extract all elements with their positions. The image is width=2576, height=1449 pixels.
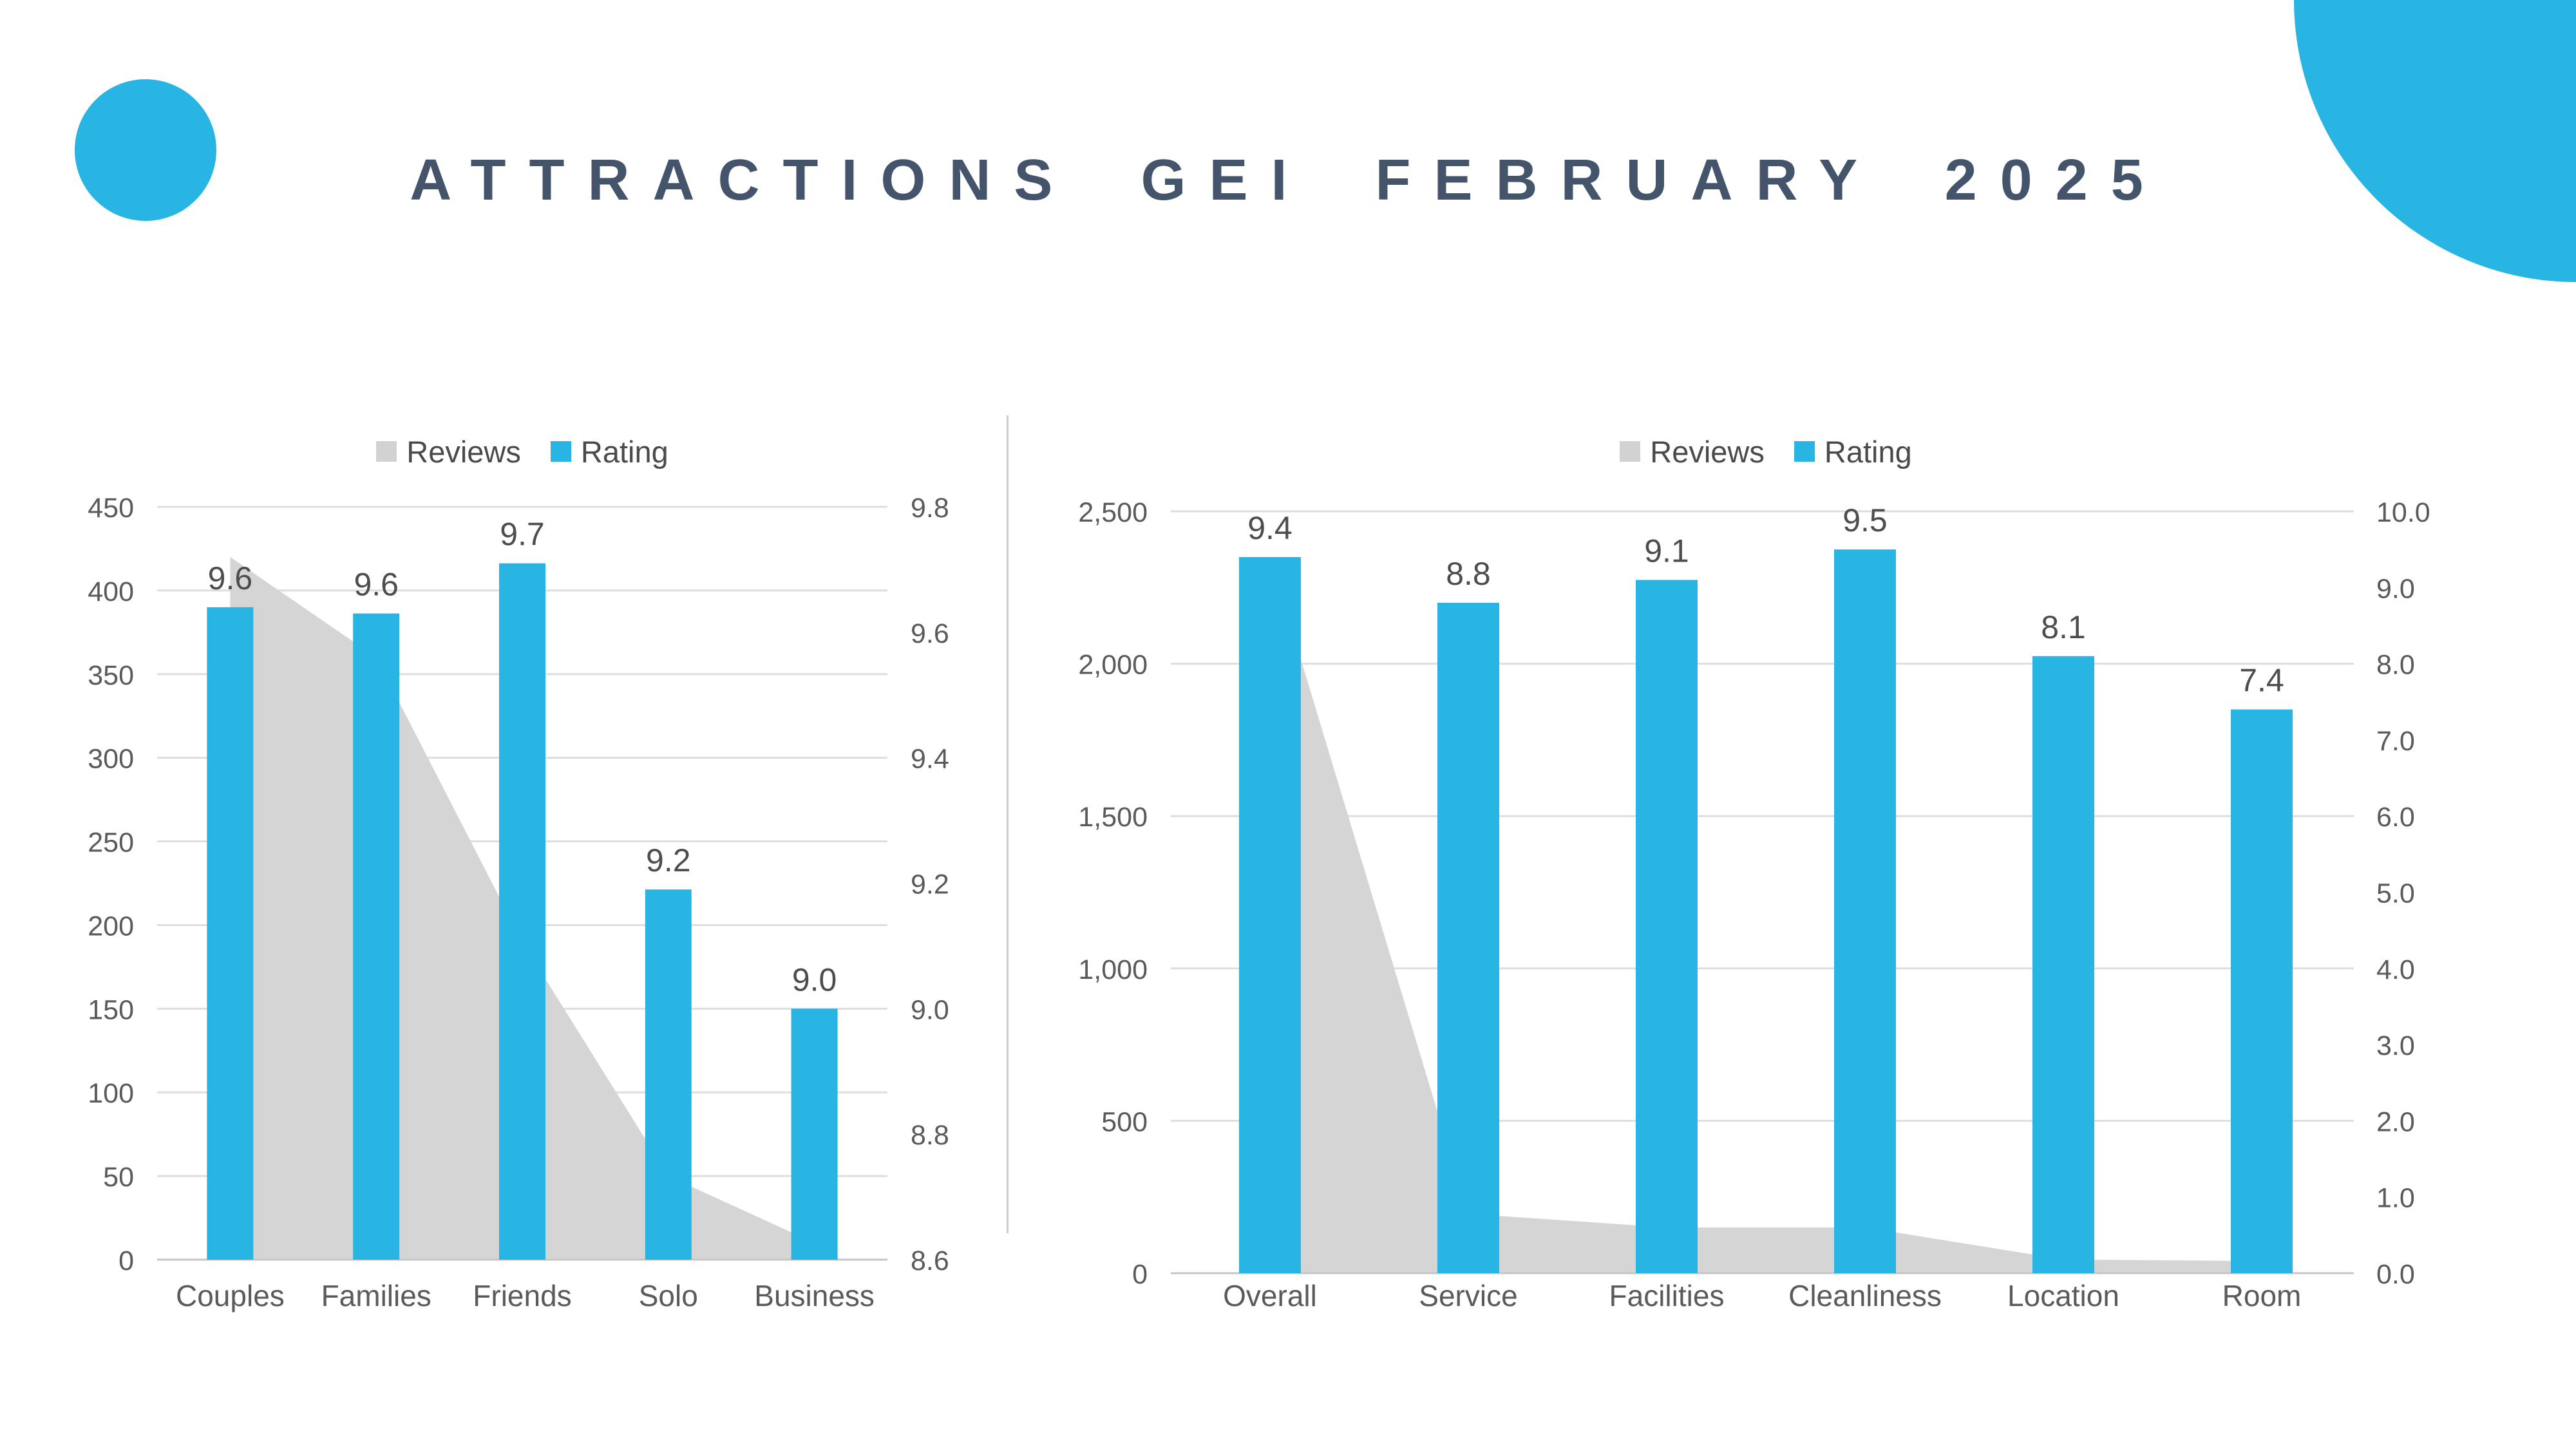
- page-title: ATTRACTIONS GEI FEBRUARY 2025: [410, 148, 2166, 213]
- bar-location: [2032, 656, 2094, 1273]
- bar-couples: [207, 607, 254, 1260]
- legend-item-rating: Rating: [1794, 434, 1912, 469]
- bar-overall: [1239, 557, 1301, 1273]
- y-axis-tick-right: 9.0: [2376, 573, 2415, 604]
- x-axis-label-friends: Friends: [473, 1279, 571, 1312]
- y-axis-tick-right: 2.0: [2376, 1106, 2415, 1137]
- y-axis-tick-right: 9.6: [911, 618, 949, 649]
- y-axis-tick-right: 7.0: [2376, 726, 2415, 757]
- y-axis-tick-left: 350: [88, 660, 134, 691]
- y-axis-tick-left: 300: [88, 744, 134, 775]
- bar-cleanliness: [1834, 549, 1896, 1274]
- bar-families: [353, 613, 400, 1260]
- y-axis-tick-left: 500: [1101, 1106, 1148, 1137]
- bar-value-label: 9.0: [792, 961, 837, 998]
- y-axis-tick-left: 450: [88, 493, 134, 524]
- legend-swatch-reviews-icon: [1620, 441, 1641, 462]
- y-axis-tick-right: 8.8: [911, 1120, 949, 1151]
- bar-facilities: [1636, 580, 1698, 1273]
- legend-label-rating: Rating: [580, 434, 668, 469]
- y-axis-tick-right: 8.0: [2376, 650, 2415, 681]
- bar-service: [1437, 603, 1499, 1273]
- bar-friends: [499, 563, 545, 1260]
- x-axis-label-room: Room: [2222, 1279, 2302, 1312]
- bar-value-label: 9.1: [1644, 533, 1689, 569]
- legend-label-reviews: Reviews: [406, 434, 521, 469]
- legend-label-reviews: Reviews: [1650, 434, 1765, 469]
- y-axis-tick-left: 200: [88, 911, 134, 942]
- y-axis-tick-right: 10.0: [2376, 497, 2430, 528]
- legend-item-reviews: Reviews: [1620, 434, 1765, 469]
- x-axis-label-location: Location: [2007, 1279, 2119, 1312]
- y-axis-tick-left: 400: [88, 576, 134, 607]
- y-axis-tick-right: 5.0: [2376, 878, 2415, 909]
- y-axis-tick-left: 0: [1132, 1259, 1148, 1290]
- y-axis-tick-left: 250: [88, 828, 134, 858]
- x-axis-label-business: Business: [754, 1279, 875, 1312]
- y-axis-tick-left: 2,500: [1078, 497, 1148, 528]
- bar-value-label: 7.4: [2239, 663, 2284, 699]
- y-axis-tick-left: 1,000: [1078, 954, 1148, 985]
- legend-category-chart: Reviews Rating: [1171, 428, 2361, 475]
- bar-solo: [645, 889, 692, 1260]
- y-axis-tick-right: 1.0: [2376, 1183, 2415, 1214]
- y-axis-tick-right: 9.8: [911, 493, 949, 524]
- y-axis-tick-left: 50: [103, 1162, 134, 1193]
- reviews-area: [1270, 557, 2262, 1273]
- legend-item-reviews: Reviews: [376, 434, 521, 469]
- chart-divider: [1007, 415, 1009, 1233]
- y-axis-tick-left: 2,000: [1078, 650, 1148, 681]
- y-axis-tick-left: 0: [118, 1245, 134, 1276]
- bar-value-label: 9.6: [208, 560, 253, 596]
- y-axis-tick-right: 3.0: [2376, 1030, 2415, 1061]
- legend-label-rating: Rating: [1824, 434, 1912, 469]
- x-axis-label-couples: Couples: [176, 1279, 285, 1312]
- legend-item-rating: Rating: [550, 434, 668, 469]
- y-axis-tick-right: 0.0: [2376, 1259, 2415, 1290]
- bar-business: [791, 1009, 838, 1260]
- legend-swatch-rating-icon: [550, 441, 571, 462]
- y-axis-tick-right: 9.2: [911, 869, 949, 900]
- x-axis-label-families: Families: [321, 1279, 431, 1312]
- x-axis-label-overall: Overall: [1223, 1279, 1317, 1312]
- legend-swatch-rating-icon: [1794, 441, 1815, 462]
- y-axis-tick-right: 8.6: [911, 1245, 949, 1276]
- x-axis-label-solo: Solo: [639, 1279, 698, 1312]
- y-axis-tick-left: 1,500: [1078, 802, 1148, 833]
- bar-room: [2231, 709, 2293, 1273]
- y-axis-tick-left: 100: [88, 1078, 134, 1109]
- bar-value-label: 9.5: [1842, 502, 1888, 538]
- bar-value-label: 8.1: [2041, 609, 2086, 645]
- x-axis-label-cleanliness: Cleanliness: [1788, 1279, 1942, 1312]
- bar-value-label: 9.7: [500, 516, 545, 553]
- bar-value-label: 9.6: [354, 567, 399, 603]
- y-axis-tick-right: 6.0: [2376, 802, 2415, 833]
- decorative-circle-top-left: [75, 79, 216, 221]
- y-axis-tick-right: 9.4: [911, 744, 949, 775]
- y-axis-tick-left: 150: [88, 994, 134, 1025]
- x-axis-label-facilities: Facilities: [1609, 1279, 1725, 1312]
- legend-traveler-chart: Reviews Rating: [157, 428, 887, 475]
- x-axis-label-service: Service: [1419, 1279, 1517, 1312]
- y-axis-tick-right: 9.0: [911, 994, 949, 1025]
- legend-swatch-reviews-icon: [376, 441, 397, 462]
- bar-value-label: 9.4: [1247, 510, 1293, 546]
- y-axis-tick-right: 4.0: [2376, 954, 2415, 985]
- bar-value-label: 9.2: [646, 842, 691, 878]
- bar-value-label: 8.8: [1446, 556, 1491, 592]
